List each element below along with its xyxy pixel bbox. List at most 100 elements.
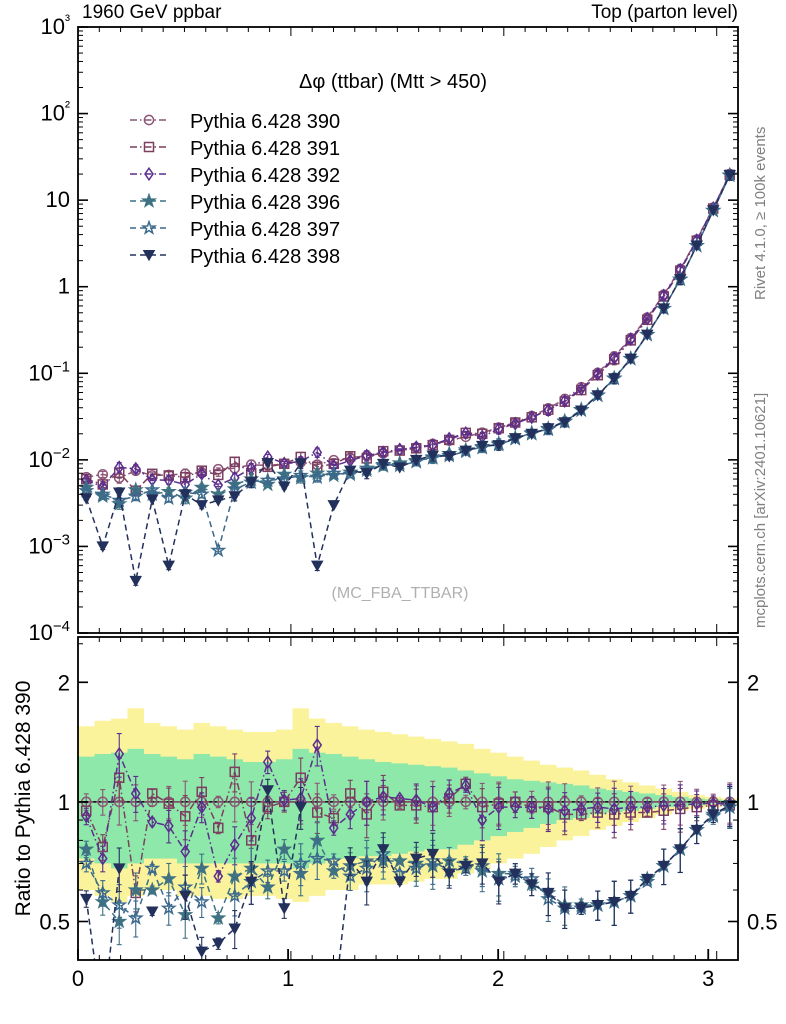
marker-star-open xyxy=(325,464,342,481)
marker-triangle-down xyxy=(558,417,572,429)
series-line xyxy=(86,173,731,479)
marker-triangle-down xyxy=(145,906,159,918)
marker-square xyxy=(262,801,273,813)
legend-item-pythia-6.428-397[interactable]: Pythia 6.428 397 xyxy=(130,219,340,241)
marker-diamond xyxy=(526,410,537,425)
marker-triangle-down xyxy=(624,353,638,365)
marker-triangle-down xyxy=(142,250,156,262)
marker-triangle-down xyxy=(145,494,159,506)
marker-star-open xyxy=(160,489,177,506)
marker-diamond xyxy=(592,800,603,815)
marker-diamond xyxy=(625,800,636,815)
marker-diamond xyxy=(312,445,323,460)
series-main-6428390 xyxy=(80,168,736,484)
marker-star-open xyxy=(94,884,111,900)
marker-star-open xyxy=(259,862,276,878)
marker-triangle-down xyxy=(541,887,555,900)
marker-star-filled xyxy=(259,475,276,492)
series-main-6428396 xyxy=(78,166,738,511)
marker-triangle-down xyxy=(475,858,489,870)
marker-triangle-down xyxy=(211,938,225,950)
band-inner-green xyxy=(78,748,738,869)
legend-item-pythia-6.428-390[interactable]: Pythia 6.428 390 xyxy=(130,111,340,133)
legend-item-pythia-6.428-391[interactable]: Pythia 6.428 391 xyxy=(130,138,340,160)
marker-circle xyxy=(97,796,109,808)
marker-star-filled xyxy=(78,840,95,857)
legend-item-pythia-6.428-392[interactable]: Pythia 6.428 392 xyxy=(130,165,340,187)
marker-triangle-down xyxy=(112,487,126,499)
ytick-label-main: 10−4 xyxy=(28,618,70,645)
marker-triangle-down xyxy=(541,423,555,435)
marker-triangle-down xyxy=(690,824,704,837)
exponent: −3 xyxy=(53,531,70,548)
marker-star-open xyxy=(78,854,95,871)
ytick-label-main: 10−1 xyxy=(28,358,70,385)
legend-label: Pythia 6.428 392 xyxy=(190,165,340,187)
marker-diamond xyxy=(642,311,653,326)
ytick-label-main: 10³ xyxy=(41,12,70,39)
xtick-label: 1 xyxy=(282,966,294,991)
ytick-label-ratio-right: 0.5 xyxy=(747,909,778,934)
marker-diamond xyxy=(427,800,438,815)
marker-diamond xyxy=(144,166,154,182)
marker-triangle-down xyxy=(475,440,489,453)
marker-triangle-down xyxy=(294,458,308,470)
marker-diamond xyxy=(114,746,125,762)
marker-diamond xyxy=(147,814,158,830)
marker-triangle-down xyxy=(640,329,654,341)
marker-triangle-down xyxy=(96,541,110,553)
marker-triangle-down xyxy=(574,405,588,417)
marker-star-open xyxy=(342,867,359,884)
marker-triangle-down xyxy=(723,170,737,182)
marker-diamond xyxy=(130,461,141,476)
marker-triangle-down xyxy=(228,923,242,935)
marker-star-open xyxy=(391,865,408,881)
main-series-group xyxy=(78,166,738,588)
marker-triangle-down xyxy=(640,873,654,886)
marker-triangle-down xyxy=(376,844,390,856)
marker-triangle-down xyxy=(277,903,291,915)
marker-triangle-down xyxy=(112,863,126,875)
marker-diamond xyxy=(262,754,273,770)
marker-circle xyxy=(212,796,224,808)
marker-triangle-down xyxy=(591,390,605,402)
marker-diamond xyxy=(460,425,471,441)
main-panel-frame xyxy=(77,26,739,634)
marker-diamond xyxy=(658,798,669,813)
legend-item-pythia-6.428-398[interactable]: Pythia 6.428 398 xyxy=(130,246,340,268)
marker-diamond xyxy=(609,350,620,366)
marker-triangle-down xyxy=(277,481,291,493)
marker-triangle-down xyxy=(79,493,93,505)
marker-triangle-down xyxy=(607,373,621,385)
ytick-label-ratio-left: 0.5 xyxy=(39,909,70,934)
ytick-label-main: 10−2 xyxy=(28,445,70,472)
marker-star-open xyxy=(193,485,210,502)
series-line xyxy=(85,744,730,879)
marker-star-filled xyxy=(210,909,227,925)
ytick-label-ratio-left: 2 xyxy=(58,670,70,695)
marker-triangle-down xyxy=(459,445,473,457)
marker-diamond xyxy=(477,813,488,828)
marker-star-open xyxy=(127,487,144,504)
marker-triangle-down xyxy=(360,468,374,480)
marker-circle xyxy=(229,796,241,808)
mantissa: 10 xyxy=(28,620,52,645)
mantissa: 10 xyxy=(41,101,65,126)
legend-label: Pythia 6.428 396 xyxy=(190,192,340,214)
marker-triangle-down xyxy=(393,462,407,474)
marker-diamond xyxy=(163,818,174,833)
marker-triangle-down xyxy=(343,855,357,868)
marker-triangle-down xyxy=(492,440,506,452)
legend-item-pythia-6.428-396[interactable]: Pythia 6.428 396 xyxy=(130,192,340,214)
marker-triangle-down xyxy=(574,903,588,915)
marker-star-open xyxy=(292,466,309,483)
main-plot-title: Δφ (ttbar) (Mtt > 450) xyxy=(299,71,487,93)
marker-diamond xyxy=(526,800,537,815)
marker-star-filled xyxy=(140,192,158,208)
marker-diamond xyxy=(378,789,389,804)
marker-diamond xyxy=(229,837,240,852)
marker-star-open xyxy=(144,481,161,497)
marker-triangle-down xyxy=(244,876,258,888)
marker-triangle-down xyxy=(79,893,93,906)
marker-star-filled xyxy=(144,881,161,897)
